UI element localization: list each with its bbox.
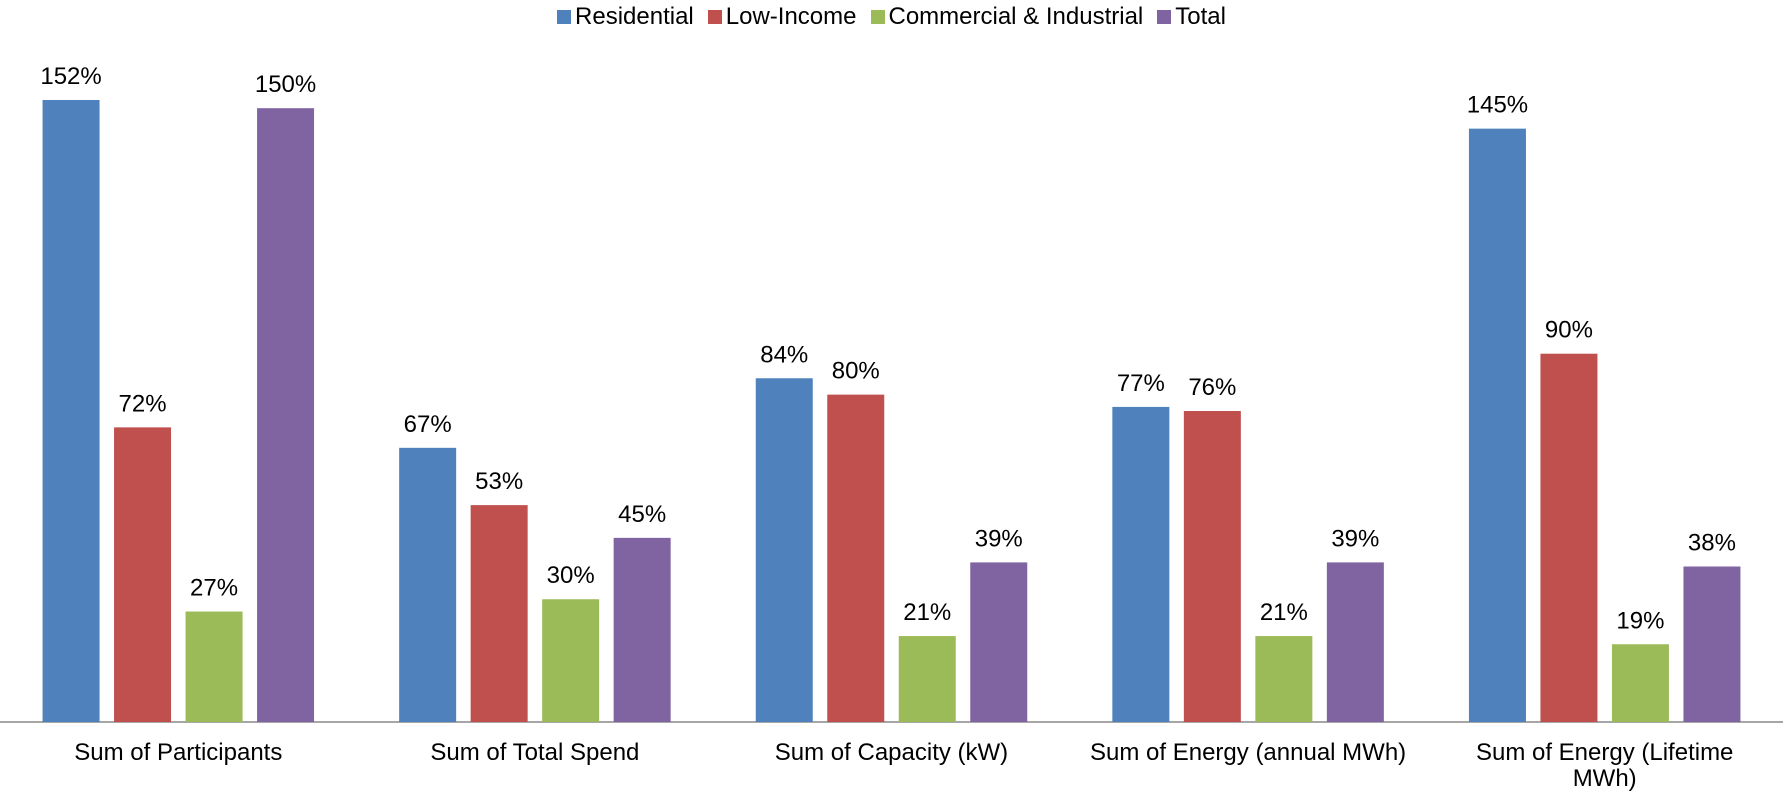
data-label: 39%	[1331, 525, 1379, 552]
data-label: 80%	[832, 358, 880, 385]
legend: Residential Low-Income Commercial & Indust…	[0, 0, 1783, 34]
bar	[1468, 128, 1526, 723]
x-tick-label: Sum of Total Spend	[430, 739, 640, 766]
data-label: 152%	[40, 63, 101, 90]
legend-swatch	[870, 10, 885, 24]
bar	[185, 611, 243, 722]
bar	[827, 394, 885, 722]
legend-label: Commercial & Industrial	[888, 3, 1144, 30]
bar	[257, 108, 315, 723]
data-label: 21%	[1260, 599, 1308, 626]
data-label: 30%	[547, 562, 595, 589]
bar	[898, 636, 956, 722]
legend-item: Residential	[557, 3, 694, 31]
bar	[114, 427, 172, 722]
legend-item: Low-Income	[707, 3, 857, 31]
bar	[1683, 566, 1741, 722]
data-label: 45%	[618, 501, 666, 528]
data-label: 84%	[760, 341, 808, 368]
bar	[470, 505, 528, 722]
data-label: 19%	[1616, 607, 1664, 634]
legend-swatch	[557, 10, 572, 24]
data-label: 145%	[1467, 92, 1528, 119]
legend-label: Residential	[575, 3, 694, 30]
x-tick-label: Sum of Energy (Lifetime MWh)	[1475, 739, 1734, 792]
bar	[1112, 406, 1170, 722]
bar	[970, 562, 1028, 722]
legend-swatch	[707, 10, 722, 24]
x-tick-label: Sum of Capacity (kW)	[774, 739, 1009, 766]
data-label: 27%	[190, 575, 238, 602]
legend-label: Low-Income	[725, 3, 857, 30]
legend-item: Total	[1157, 3, 1226, 31]
data-label: 150%	[255, 71, 316, 98]
data-label: 72%	[119, 390, 167, 417]
bar	[755, 378, 813, 722]
x-tick-label: Sum of Participants	[74, 739, 283, 766]
data-label: 77%	[1117, 370, 1165, 397]
bar	[1540, 353, 1598, 722]
bar	[1326, 562, 1384, 722]
bar	[42, 100, 100, 722]
bar	[1611, 644, 1669, 722]
bar	[1255, 636, 1313, 722]
data-label: 90%	[1545, 317, 1593, 344]
data-label: 39%	[975, 525, 1023, 552]
bar	[399, 447, 457, 722]
legend-item: Commercial & Industrial	[870, 3, 1144, 31]
data-label: 38%	[1688, 530, 1736, 557]
bar	[613, 537, 671, 722]
x-tick-label: Sum of Energy (annual MWh)	[1090, 739, 1407, 766]
data-label: 76%	[1188, 374, 1236, 401]
legend-label: Total	[1175, 3, 1226, 30]
legend-swatch	[1157, 10, 1172, 24]
data-label: 21%	[903, 599, 951, 626]
bar	[1183, 411, 1241, 722]
data-label: 67%	[404, 411, 452, 438]
data-label: 53%	[475, 468, 523, 495]
bar	[542, 599, 600, 722]
